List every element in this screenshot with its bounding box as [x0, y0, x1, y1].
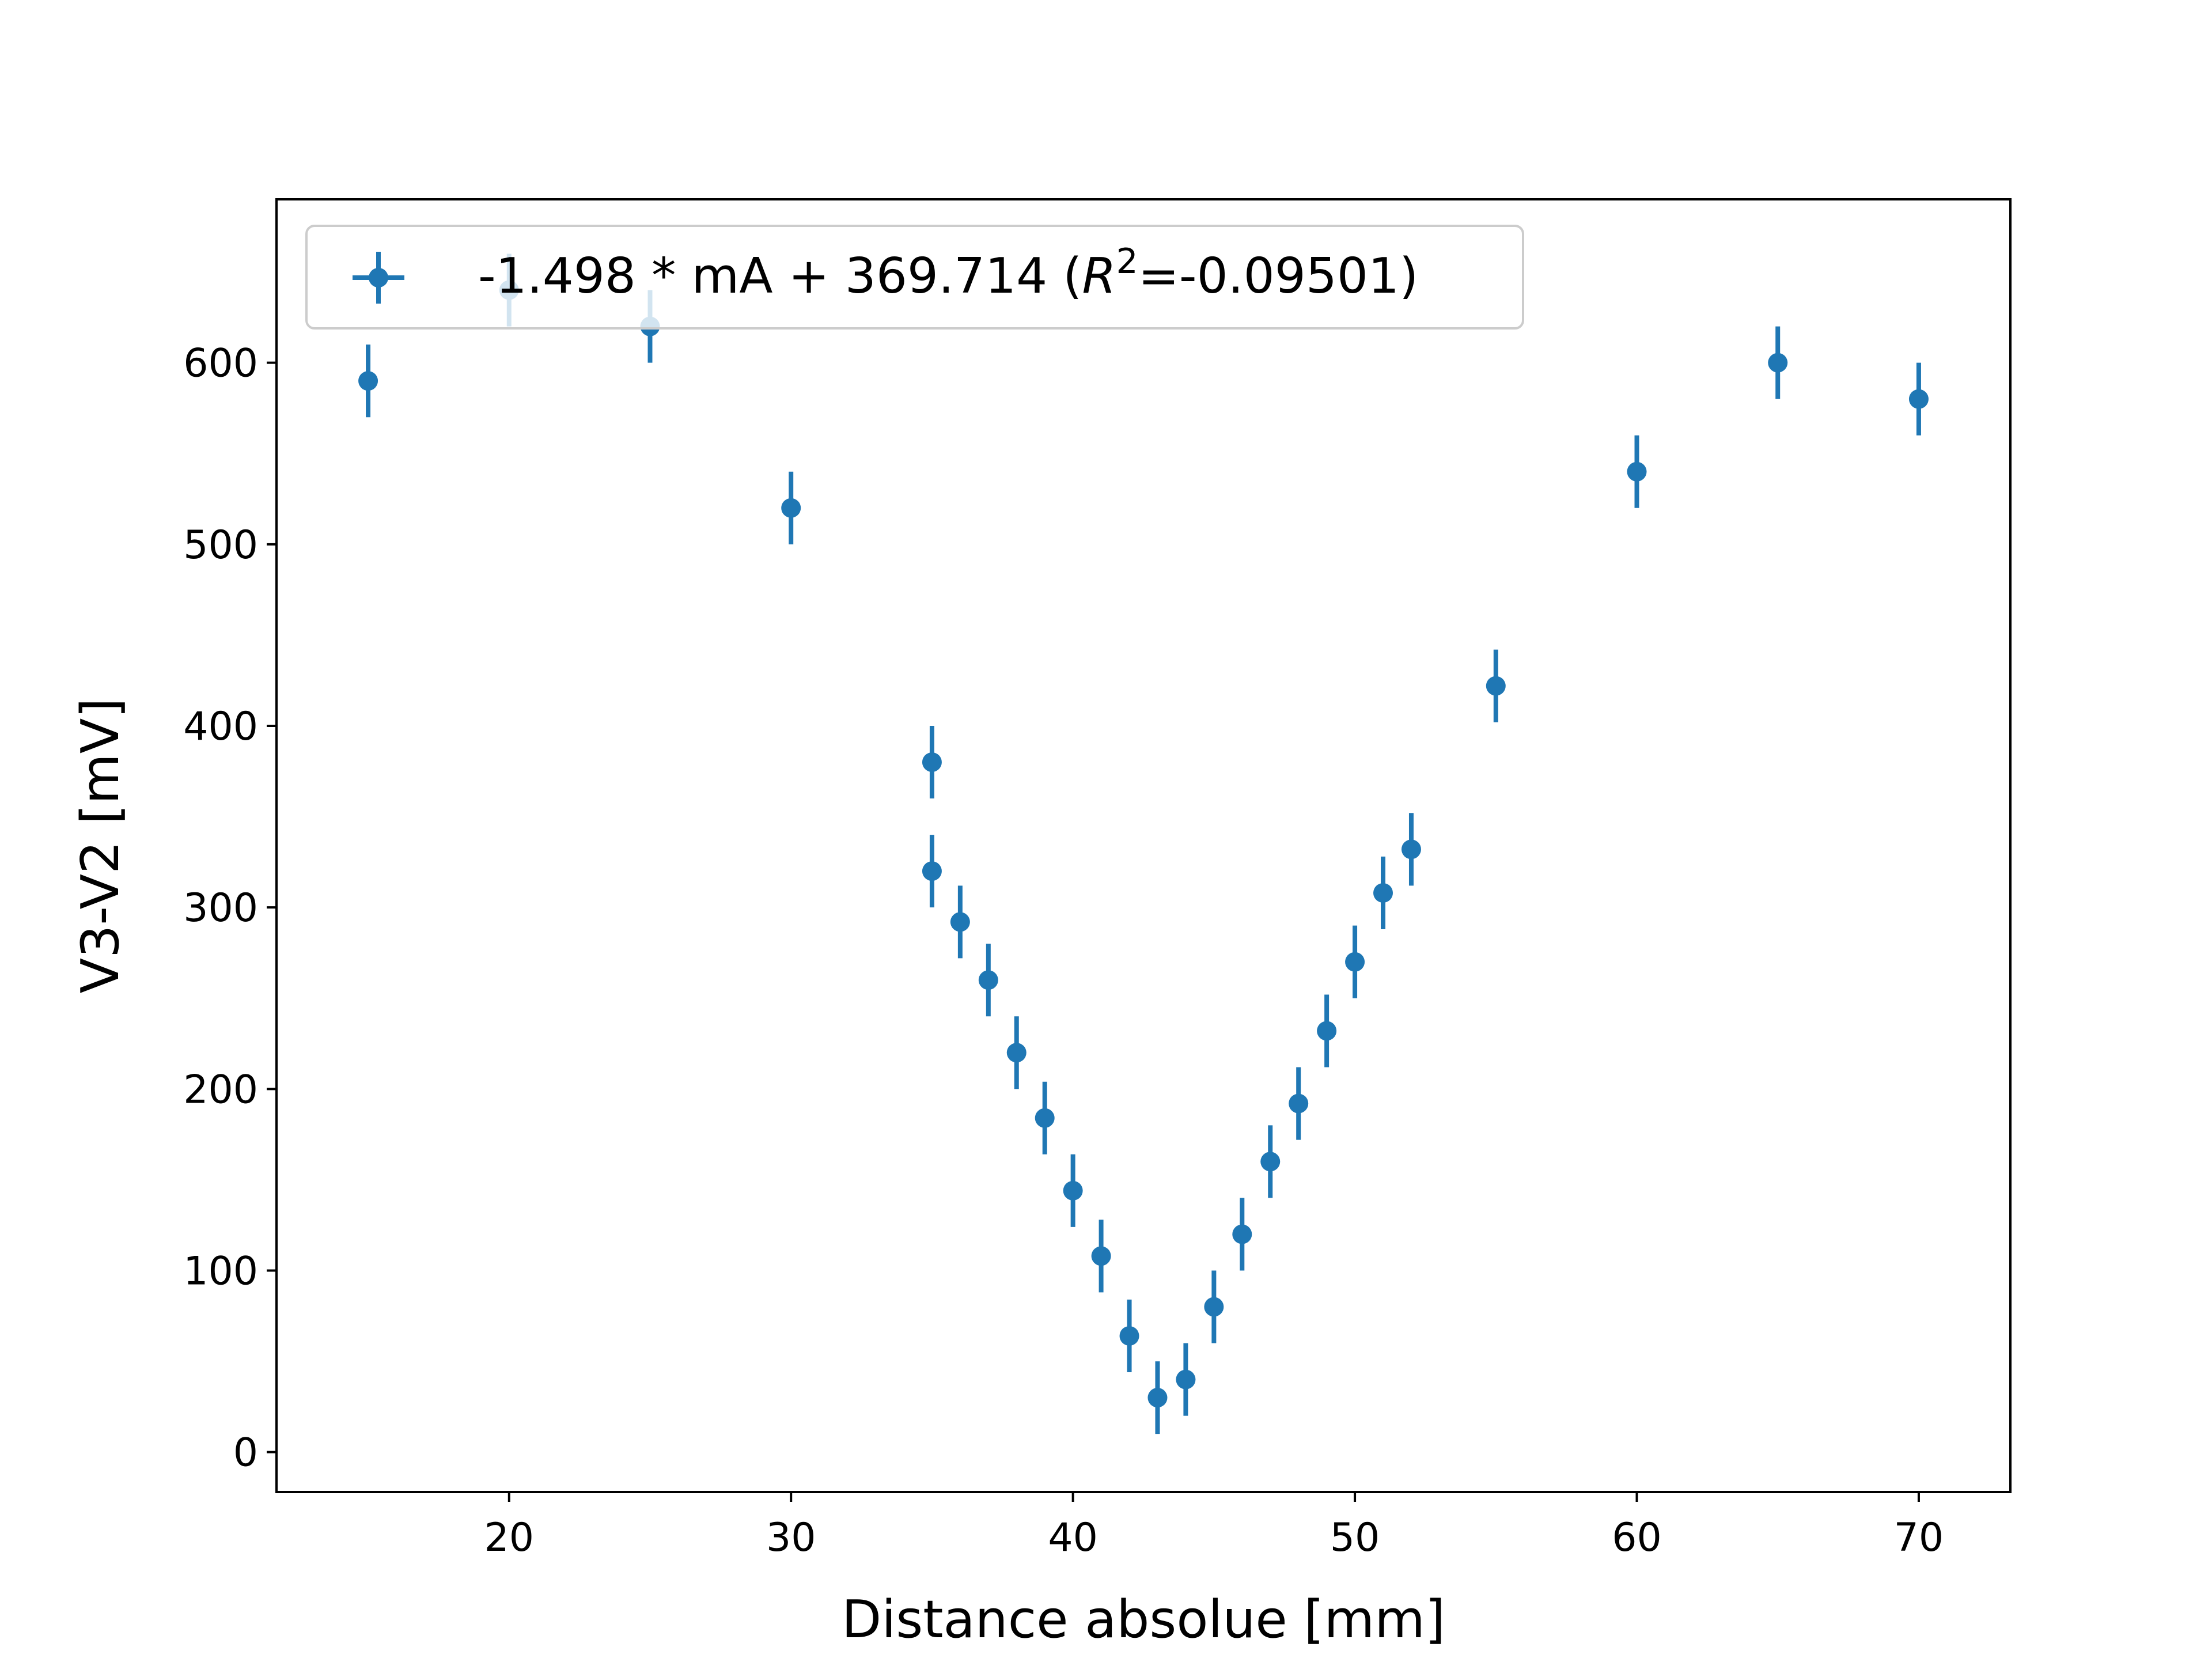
y-axis-label: V3-V2 [mV]	[70, 698, 131, 994]
marker	[1232, 1224, 1252, 1244]
y-tick-label: 300	[183, 885, 258, 931]
y-tick-label: 400	[183, 704, 258, 749]
marker	[1204, 1297, 1224, 1317]
y-tick-label: 200	[183, 1067, 258, 1112]
data-point	[1768, 326, 1788, 399]
data-point	[1289, 1067, 1309, 1140]
data-point	[1091, 1220, 1111, 1293]
marker	[781, 498, 801, 518]
data-point	[1063, 1154, 1083, 1227]
data-point	[1627, 435, 1647, 508]
marker	[1908, 389, 1929, 409]
data-point	[978, 944, 998, 1017]
data-point	[922, 725, 942, 799]
marker	[950, 912, 970, 932]
data-point	[781, 471, 801, 544]
data-point	[1035, 1081, 1055, 1154]
data-point	[1176, 1343, 1196, 1416]
data-point	[1373, 856, 1393, 929]
x-tick-label: 20	[484, 1515, 535, 1561]
marker	[1091, 1246, 1111, 1266]
data-point	[950, 885, 970, 959]
marker	[1627, 461, 1647, 482]
y-tick-label: 600	[183, 341, 258, 387]
marker	[1401, 839, 1421, 860]
data-point	[922, 835, 942, 908]
data-point	[1486, 649, 1506, 722]
data-point	[1908, 362, 1929, 436]
data-point	[1006, 1016, 1027, 1089]
x-tick-label: 40	[1048, 1515, 1098, 1561]
data-point	[1401, 813, 1421, 886]
x-tick-label: 30	[766, 1515, 816, 1561]
marker	[1260, 1152, 1281, 1172]
marker	[922, 861, 942, 881]
marker	[1035, 1108, 1055, 1128]
marker	[1486, 676, 1506, 696]
marker	[1345, 952, 1365, 972]
plot-frame	[275, 198, 2012, 1493]
legend-handle-marker	[369, 268, 388, 287]
legend: -1.498 * mA + 369.714 (R2=-0.09501)	[305, 225, 1524, 330]
data-point	[1119, 1299, 1139, 1372]
legend-box	[305, 225, 1524, 330]
marker	[1063, 1180, 1083, 1201]
marker	[1176, 1369, 1196, 1390]
y-tick-label: 0	[233, 1430, 258, 1476]
marker	[1373, 883, 1393, 903]
marker	[1768, 353, 1788, 373]
data-point	[1317, 994, 1337, 1067]
y-tick-label: 500	[183, 523, 258, 568]
legend-entry: -1.498 * mA + 369.714 (R2=-0.09501)	[478, 241, 1418, 305]
x-tick-label: 60	[1612, 1515, 1662, 1561]
data-point	[1147, 1361, 1168, 1434]
axis-ticks: 20 30 40 50 60 70 0 100 200 300 400 500 600	[183, 341, 1944, 1561]
marker	[358, 371, 378, 391]
marker	[922, 752, 942, 773]
x-tick-label: 50	[1330, 1515, 1380, 1561]
data-point	[1345, 925, 1365, 998]
marker	[978, 970, 998, 990]
marker	[1289, 1093, 1309, 1114]
marker	[1317, 1021, 1337, 1041]
legend-marker-icon	[353, 252, 404, 304]
x-axis-label: Distance absolue [mm]	[842, 1589, 1445, 1650]
data-point	[1232, 1198, 1252, 1271]
y-tick-label: 100	[183, 1248, 258, 1294]
x-tick-label: 70	[1894, 1515, 1944, 1561]
marker	[1119, 1326, 1139, 1346]
data-point	[1204, 1270, 1224, 1343]
marker	[1006, 1043, 1027, 1063]
data-point	[1260, 1125, 1281, 1198]
marker	[1147, 1388, 1168, 1408]
data-point	[358, 344, 378, 418]
